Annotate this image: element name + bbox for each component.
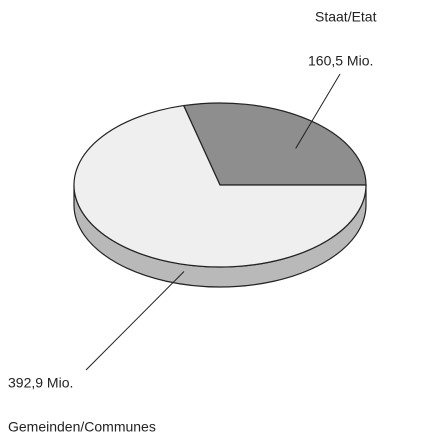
leader-line [85, 271, 185, 371]
value-label: 392,9 Mio. [8, 375, 73, 391]
slice-name: Gemeinden/Communes [8, 419, 156, 435]
pie-slice [182, 102, 367, 186]
value-label: 160,5 Mio. [308, 53, 373, 69]
leader-line [295, 73, 341, 149]
slice-name: Staat/Etat [315, 9, 377, 25]
pie-slice [73, 104, 367, 268]
